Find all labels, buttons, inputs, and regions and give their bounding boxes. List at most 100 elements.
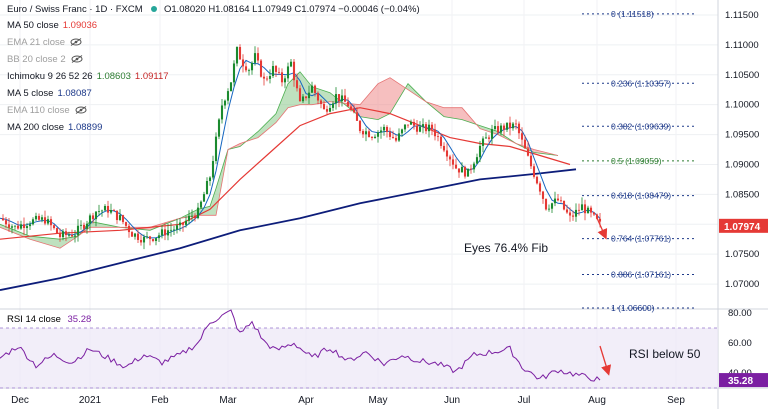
candle-body bbox=[508, 122, 512, 129]
cloud-segment bbox=[57, 238, 60, 249]
candle-body bbox=[475, 157, 479, 164]
candle-body bbox=[526, 148, 530, 156]
candle-body bbox=[589, 207, 593, 213]
fib-label: 0.382 (1.09639) bbox=[611, 121, 671, 131]
indicator-row[interactable]: MA 50 close 1.09036 bbox=[7, 20, 97, 32]
candle-body bbox=[304, 96, 308, 99]
candle-body bbox=[58, 233, 62, 238]
cloud-segment bbox=[456, 107, 459, 120]
candle-body bbox=[505, 122, 509, 130]
candle-body bbox=[598, 218, 602, 222]
rsi-label[interactable]: RSI 14 close bbox=[7, 314, 61, 325]
candle-body bbox=[436, 136, 440, 138]
candle-body bbox=[592, 212, 596, 215]
symbol-title[interactable]: Euro / Swiss Franc · 1D · FXCM bbox=[7, 4, 143, 15]
candle-body bbox=[157, 235, 161, 239]
cloud-segment bbox=[360, 101, 363, 118]
current-price-label: 1.07974 bbox=[724, 222, 761, 233]
price-axis: 1.070001.075001.080001.085001.090001.095… bbox=[719, 10, 768, 290]
candle-body bbox=[274, 65, 278, 72]
price-tick-label: 1.11500 bbox=[725, 10, 759, 21]
time-tick-label: Jun bbox=[444, 395, 460, 406]
candle-body bbox=[88, 215, 92, 224]
candle-body bbox=[493, 126, 497, 130]
cloud-segment bbox=[255, 131, 258, 139]
cloud-segment bbox=[36, 236, 39, 242]
hidden-eye-icon[interactable] bbox=[70, 38, 82, 46]
fib-label: 0.886 (1.07161) bbox=[611, 269, 671, 279]
candle-body bbox=[373, 136, 377, 138]
indicator-row[interactable]: MA 5 close 1.08087 bbox=[7, 88, 92, 100]
indicator-row[interactable]: BB 20 close 2 bbox=[7, 54, 83, 66]
cloud-segment bbox=[375, 83, 378, 120]
hidden-eye-icon[interactable] bbox=[71, 55, 83, 63]
candle-body bbox=[499, 125, 503, 133]
cloud-segment bbox=[450, 107, 453, 119]
candle-body bbox=[454, 164, 458, 169]
indicator-value: 1.08899 bbox=[68, 122, 103, 133]
price-tick-label: 1.10500 bbox=[725, 70, 759, 81]
candle-body bbox=[529, 155, 533, 167]
candle-body bbox=[244, 66, 248, 71]
candle-body bbox=[541, 191, 545, 199]
cloud-segment bbox=[48, 238, 51, 246]
candle-body bbox=[478, 145, 482, 158]
candle-body bbox=[523, 139, 527, 149]
candle-body bbox=[46, 219, 50, 224]
candle-body bbox=[532, 166, 536, 177]
candle-body bbox=[118, 215, 122, 221]
fib-label: 0.764 (1.07761) bbox=[611, 234, 671, 244]
candle-body bbox=[148, 236, 152, 240]
candle-body bbox=[490, 129, 494, 139]
candle-body bbox=[595, 214, 599, 219]
candle-body bbox=[112, 210, 116, 211]
candle-body bbox=[175, 225, 179, 230]
rsi-legend: RSI 14 close 35.28 bbox=[7, 314, 91, 325]
candle-body bbox=[343, 95, 347, 102]
cloud-segment bbox=[96, 222, 99, 228]
indicator-label: BB 20 close 2 bbox=[7, 54, 66, 65]
indicator-label: Ichimoku 9 26 52 26 bbox=[7, 71, 93, 82]
candle-body bbox=[91, 215, 95, 220]
candle-body bbox=[190, 215, 194, 217]
ma50-line bbox=[0, 107, 571, 240]
candle-body bbox=[55, 228, 59, 234]
indicator-row[interactable]: EMA 110 close bbox=[7, 105, 87, 117]
cloud-segment bbox=[279, 98, 282, 119]
candle-body bbox=[82, 224, 86, 229]
candle-body bbox=[307, 92, 311, 99]
candle-body bbox=[205, 181, 209, 195]
indicator-row[interactable]: MA 200 close 1.08899 bbox=[7, 122, 102, 134]
indicator-row[interactable]: EMA 21 close bbox=[7, 37, 82, 49]
candle-body bbox=[316, 93, 320, 101]
cloud-segment bbox=[207, 206, 210, 216]
time-tick-label: Mar bbox=[219, 395, 237, 406]
time-tick-label: Aug bbox=[588, 395, 606, 406]
cloud-segment bbox=[381, 80, 384, 119]
fib-annotation: Eyes 76.4% Fib bbox=[464, 241, 549, 255]
candle-body bbox=[130, 232, 134, 237]
rsi-band bbox=[0, 328, 718, 388]
time-tick-label: May bbox=[369, 395, 388, 406]
candle-body bbox=[199, 201, 203, 208]
candle-body bbox=[325, 109, 329, 112]
cloud-segment bbox=[465, 111, 468, 122]
time-tick-label: Apr bbox=[298, 395, 314, 406]
candle-body bbox=[556, 198, 560, 201]
candle-body bbox=[49, 219, 53, 226]
indicator-label: EMA 110 close bbox=[7, 105, 70, 116]
hidden-eye-icon[interactable] bbox=[75, 106, 87, 114]
cloud-segment bbox=[216, 178, 219, 216]
cloud-segment bbox=[306, 79, 309, 105]
price-tick-label: 1.07000 bbox=[725, 279, 759, 290]
indicator-label: EMA 21 close bbox=[7, 37, 66, 48]
candle-body bbox=[13, 225, 17, 227]
indicator-row[interactable]: Ichimoku 9 26 52 26 1.08603 1.09117 bbox=[7, 71, 169, 83]
candle-body bbox=[310, 85, 314, 93]
candle-body bbox=[553, 198, 557, 204]
candle-body bbox=[61, 231, 65, 238]
cloud-segment bbox=[432, 103, 435, 110]
cloud-segment bbox=[285, 83, 288, 112]
candle-body bbox=[535, 176, 539, 184]
price-tick-label: 1.07500 bbox=[725, 249, 759, 260]
